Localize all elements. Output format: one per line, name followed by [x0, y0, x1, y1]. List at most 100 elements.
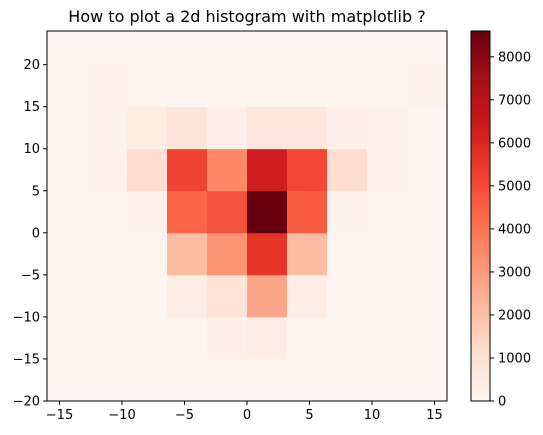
y-tick-label: −5: [21, 268, 40, 283]
histogram-cell: [87, 190, 128, 234]
histogram-cell: [247, 274, 288, 318]
histogram-cell: [87, 316, 128, 360]
x-tick-label: −15: [46, 408, 73, 423]
histogram-cell: [127, 232, 168, 276]
histogram-cell: [207, 64, 248, 108]
histogram-cell: [247, 31, 288, 66]
histogram-cell: [127, 316, 168, 360]
histogram-cell: [47, 64, 88, 108]
histogram-cell: [167, 64, 208, 108]
histogram-cell: [167, 148, 208, 192]
histogram-cell: [207, 274, 248, 318]
histogram-cell: [407, 106, 448, 150]
histogram-cell: [407, 358, 448, 402]
histogram-cell: [367, 31, 408, 66]
histogram-cell: [207, 106, 248, 150]
y-axis: −20 −15 −10 −5 0 5 10 15 20: [13, 58, 47, 410]
histogram-cell: [247, 190, 288, 234]
x-tick-label: −5: [175, 408, 194, 423]
histogram-cell: [327, 274, 368, 318]
histogram-cell: [87, 232, 128, 276]
histogram-cell: [367, 232, 408, 276]
histogram-cell: [87, 148, 128, 192]
histogram-cell: [287, 232, 328, 276]
colorbar: 0 1000 2000 3000 4000 5000 6000 7000 8000: [470, 30, 531, 410]
histogram-cell: [367, 64, 408, 108]
histogram-cell: [287, 148, 328, 192]
y-tick-label: 20: [23, 58, 40, 73]
histogram-cell: [247, 106, 288, 150]
histogram-cell: [87, 64, 128, 108]
histogram-cell: [127, 274, 168, 318]
colorbar-tick-label: 8000: [498, 50, 531, 65]
y-tick-label: 15: [23, 100, 40, 115]
colorbar-tick-label: 6000: [498, 136, 531, 151]
y-tick-label: −20: [13, 395, 40, 410]
histogram-cell: [407, 316, 448, 360]
histogram-cell: [327, 232, 368, 276]
histogram-cell: [327, 31, 368, 66]
histogram-cell: [367, 106, 408, 150]
histogram-cells: [47, 31, 448, 402]
histogram-cell: [47, 232, 88, 276]
histogram-cell: [247, 64, 288, 108]
histogram-cell: [407, 31, 448, 66]
histogram-cell: [327, 316, 368, 360]
histogram-cell: [407, 148, 448, 192]
histogram-cell: [327, 148, 368, 192]
histogram-cell: [407, 64, 448, 108]
histogram-cell: [407, 232, 448, 276]
colorbar-tick-label: 0: [498, 395, 506, 410]
histogram-cell: [207, 358, 248, 402]
histogram-cell: [207, 316, 248, 360]
y-tick-label: −15: [13, 352, 40, 367]
histogram-cell: [167, 106, 208, 150]
x-axis: −15 −10 −5 0 5 10 15: [46, 401, 443, 423]
histogram-cell: [127, 106, 168, 150]
histogram-cell: [127, 190, 168, 234]
colorbar-tick-label: 7000: [498, 93, 531, 108]
histogram-cell: [367, 148, 408, 192]
chart-title: How to plot a 2d histogram with matplotl…: [68, 7, 425, 26]
histogram-cell: [47, 274, 88, 318]
histogram-cell: [247, 316, 288, 360]
x-tick-label: 15: [426, 408, 443, 423]
histogram-cell: [367, 316, 408, 360]
y-tick-label: −10: [13, 310, 40, 325]
histogram-cell: [287, 358, 328, 402]
histogram-cell: [247, 232, 288, 276]
histogram-cell: [407, 190, 448, 234]
plot-frame: [46, 30, 448, 402]
histogram-cell: [327, 64, 368, 108]
colorbar-tick-label: 5000: [498, 179, 531, 194]
histogram-cell: [367, 358, 408, 402]
histogram-cell: [287, 31, 328, 66]
histogram-cell: [327, 190, 368, 234]
histogram-cell: [47, 358, 88, 402]
x-tick-label: −10: [108, 408, 135, 423]
histogram-cell: [207, 148, 248, 192]
y-tick-label: 5: [32, 184, 40, 199]
histogram-cell: [47, 148, 88, 192]
histogram-cell: [367, 190, 408, 234]
histogram-cell: [127, 64, 168, 108]
histogram-cell: [247, 148, 288, 192]
histogram-cell: [407, 274, 448, 318]
histogram-cell: [367, 274, 408, 318]
histogram-cell: [87, 274, 128, 318]
histogram-cell: [327, 106, 368, 150]
histogram-cell: [287, 106, 328, 150]
histogram-cell: [287, 64, 328, 108]
histogram-cell: [207, 232, 248, 276]
histogram-cell: [287, 190, 328, 234]
histogram-cell: [47, 31, 88, 66]
y-tick-label: 0: [32, 226, 40, 241]
colorbar-tick-label: 4000: [498, 222, 531, 237]
colorbar-tick-label: 1000: [498, 351, 531, 366]
histogram-cell: [167, 274, 208, 318]
histogram-cell: [207, 190, 248, 234]
x-tick-label: 5: [305, 408, 313, 423]
histogram-cell: [127, 358, 168, 402]
x-tick-label: 10: [364, 408, 381, 423]
